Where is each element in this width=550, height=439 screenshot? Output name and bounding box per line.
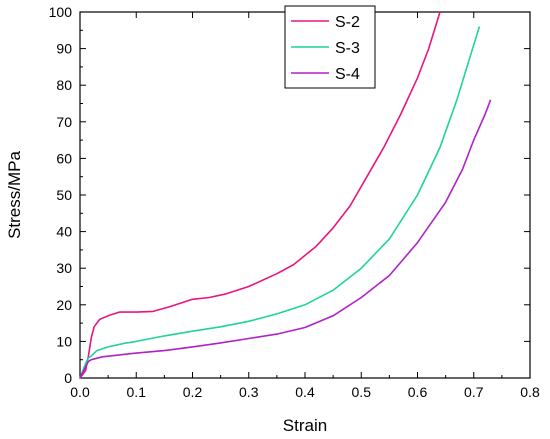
y-tick-label: 90 [56,41,72,57]
axis-ticks: 0.0 0.1 0.2 0.3 0.4 0.5 0.6 0.7 0.8 0 10 20 30 40 50 60… [49,4,540,400]
legend-label: S-4 [335,66,360,83]
series-layer [79,11,492,379]
x-tick-label: 0.6 [408,384,428,400]
y-tick-label: 100 [49,4,73,20]
legend-label: S-3 [335,40,360,57]
y-axis-title: Stress/MPa [5,151,24,239]
series-line-s-4 [79,99,492,379]
x-tick-label: 0.0 [70,384,90,400]
y-tick-label: 40 [56,224,72,240]
x-tick-label: 0.2 [183,384,203,400]
series-line-s-3 [79,26,481,379]
legend-label: S-2 [335,14,360,31]
legend: S-2 S-3 S-4 [284,5,376,89]
x-tick-label: 0.1 [127,384,147,400]
x-tick-label: 0.4 [295,384,315,400]
x-tick-label: 0.3 [239,384,259,400]
series-line-s-2 [79,11,441,379]
y-tick-label: 60 [56,150,72,166]
y-tick-label: 0 [64,370,72,386]
x-tick-label: 0.5 [352,384,372,400]
x-axis-title: Strain [283,416,327,435]
y-tick-label: 30 [56,260,72,276]
y-tick-label: 70 [56,114,72,130]
x-tick-label: 0.8 [520,384,540,400]
x-tick-label: 0.7 [464,384,484,400]
y-tick-label: 50 [56,187,72,203]
y-tick-label: 20 [56,297,72,313]
y-tick-label: 80 [56,77,72,93]
y-tick-label: 10 [56,333,72,349]
